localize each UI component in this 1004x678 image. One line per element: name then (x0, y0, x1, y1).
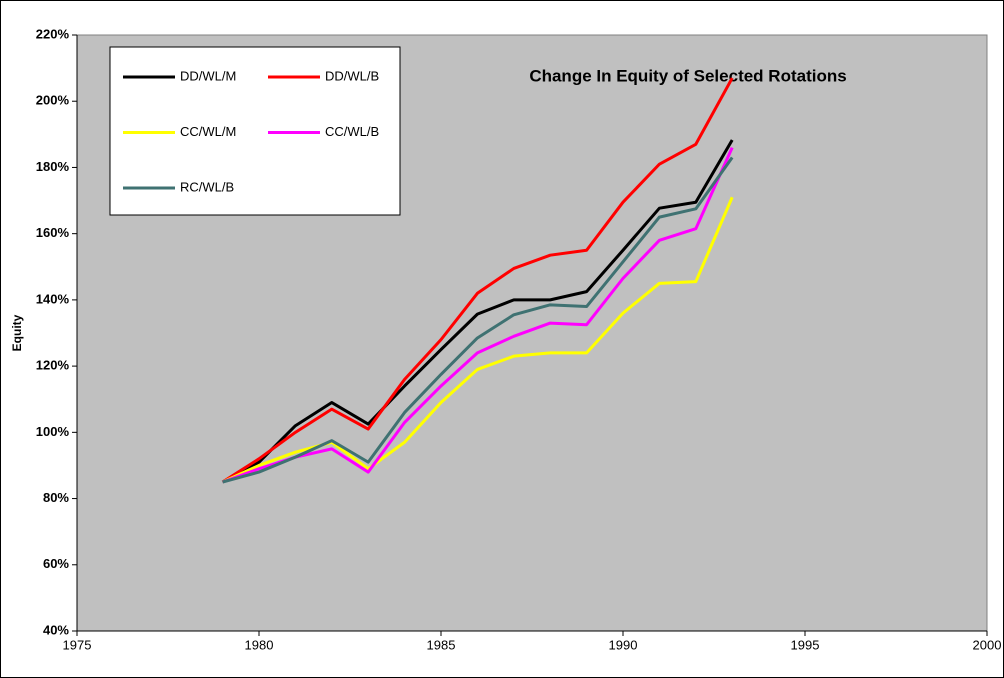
x-tick-label: 1995 (791, 637, 820, 652)
legend-label: CC/WL/M (180, 124, 236, 139)
series-line (221, 139, 734, 484)
y-tick-label: 120% (36, 358, 70, 373)
series-line (221, 196, 734, 484)
legend-label: CC/WL/B (325, 124, 379, 139)
x-tick-label: 1985 (427, 637, 456, 652)
x-tick-label: 1980 (245, 637, 274, 652)
legend-label: RC/WL/B (180, 179, 234, 194)
series-line (221, 77, 734, 484)
x-tick-label: 1975 (63, 637, 92, 652)
y-tick-label: 40% (43, 622, 69, 637)
legend-label: DD/WL/B (325, 68, 379, 83)
chart-title: Change In Equity of Selected Rotations (529, 66, 846, 85)
legend-label: DD/WL/M (180, 68, 236, 83)
y-tick-label: 160% (36, 225, 70, 240)
y-tick-label: 100% (36, 424, 70, 439)
y-tick-label: 140% (36, 291, 70, 306)
x-tick-label: 1990 (609, 637, 638, 652)
y-tick-label: 60% (43, 556, 69, 571)
y-tick-label: 180% (36, 159, 70, 174)
y-tick-label: 200% (36, 93, 70, 108)
series-line (222, 146, 734, 484)
y-tick-label: 220% (36, 26, 70, 41)
x-tick-label: 2000 (973, 637, 1002, 652)
y-tick-label: 80% (43, 490, 69, 505)
series-line (222, 156, 734, 484)
y-axis-label: Equity (10, 314, 24, 351)
